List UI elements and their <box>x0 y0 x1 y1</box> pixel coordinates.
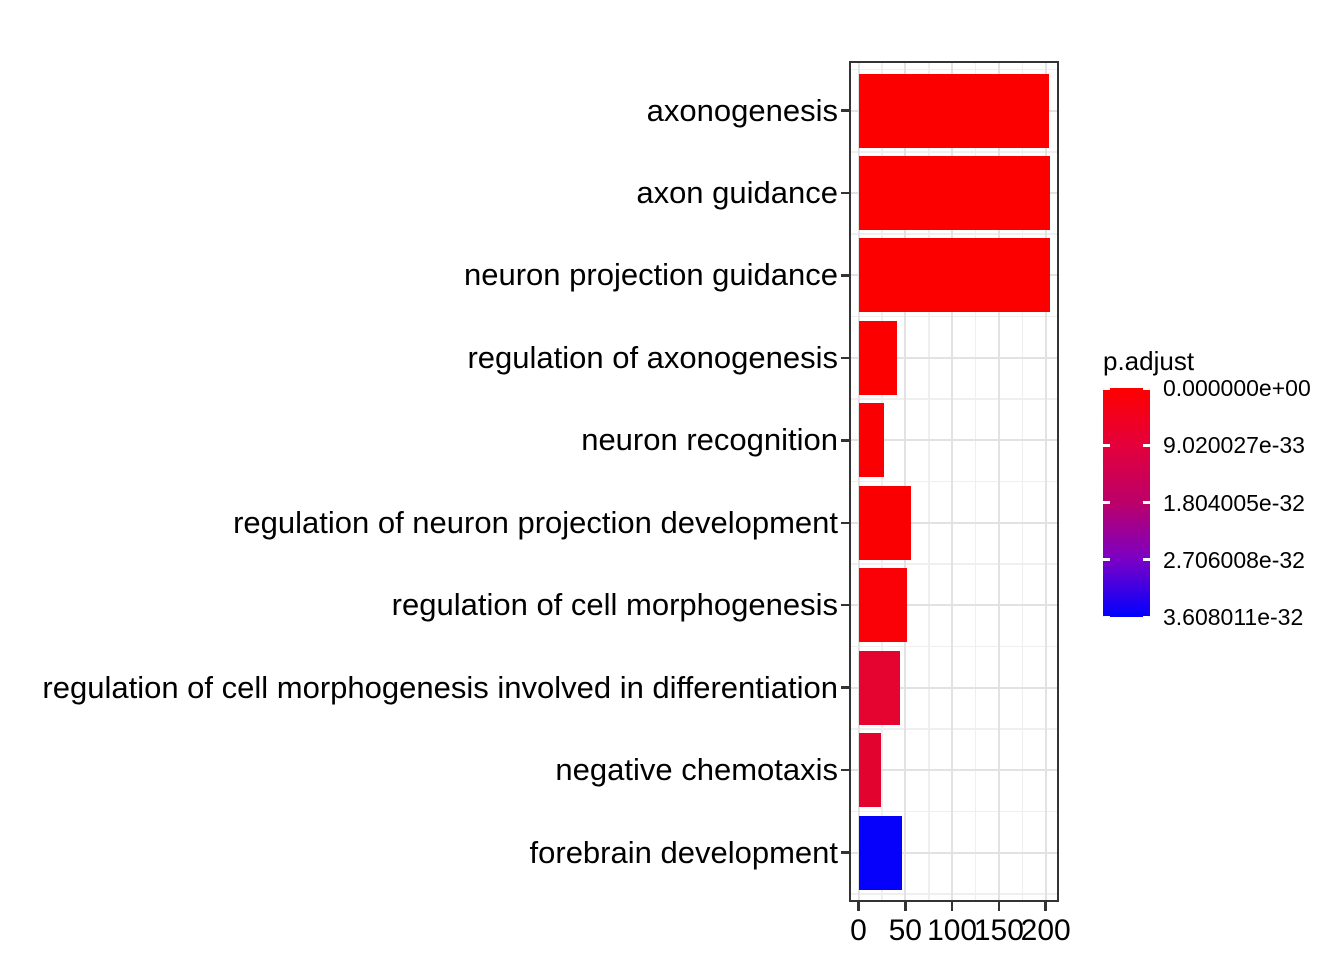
y-axis-label: regulation of cell morphogenesis involve… <box>42 669 838 705</box>
x-axis-label: 150 <box>973 914 1024 947</box>
gridline-major-h <box>849 439 1059 442</box>
legend-tick-right <box>1143 501 1150 504</box>
gridline-minor-h <box>849 398 1059 400</box>
gridline-major-v <box>997 61 1000 902</box>
gridline-major-h <box>849 356 1059 359</box>
bar <box>858 320 897 395</box>
gridline-major-h <box>849 686 1059 689</box>
legend-tick-label: 1.804005e-32 <box>1163 489 1305 516</box>
gridline-minor-h <box>849 728 1059 730</box>
plot-panel <box>849 61 1059 902</box>
gridline-major-v <box>951 61 954 902</box>
y-axis-label: axonogenesis <box>646 92 838 128</box>
legend-tick-label: 0.000000e+00 <box>1163 375 1311 401</box>
legend-tick-label: 3.608011e-32 <box>1163 604 1304 630</box>
bar <box>858 650 900 725</box>
legend-title: p.adjust <box>1103 346 1195 376</box>
legend-tick-left <box>1103 615 1110 617</box>
bar <box>858 733 881 808</box>
y-axis-tick <box>841 439 849 442</box>
x-axis-label: 50 <box>888 914 922 947</box>
gridline-minor-h <box>849 151 1059 153</box>
y-axis-label: axon guidance <box>636 174 838 210</box>
legend-gradient-bar <box>1103 388 1150 617</box>
x-axis-tick <box>904 902 907 911</box>
x-axis-label: 200 <box>1020 914 1071 947</box>
legend-tick-left <box>1103 501 1110 504</box>
gridline-major-v <box>857 61 860 902</box>
legend-tick-right <box>1143 558 1150 562</box>
bar <box>858 238 1051 313</box>
legend-tick-left <box>1103 443 1110 447</box>
y-axis-label: forebrain development <box>529 834 838 870</box>
gridline-minor-h <box>849 233 1059 235</box>
legend-tick-right <box>1143 443 1150 447</box>
bar <box>858 73 1050 148</box>
y-axis-tick <box>841 191 849 195</box>
x-axis-label: 100 <box>927 914 978 947</box>
bar <box>858 155 1051 230</box>
y-axis-tick <box>841 109 849 112</box>
x-axis-tick <box>997 902 1001 911</box>
y-axis-label: regulation of neuron projection developm… <box>233 504 838 540</box>
gridline-minor-h <box>849 315 1059 318</box>
y-axis-tick <box>841 274 849 277</box>
x-axis-tick <box>950 902 954 911</box>
legend-tick-right <box>1143 388 1150 390</box>
y-axis-label: regulation of axonogenesis <box>467 339 838 375</box>
gridline-major-h <box>849 521 1059 524</box>
y-axis-tick <box>841 603 849 607</box>
y-axis-label: neuron recognition <box>581 422 838 458</box>
bar <box>858 815 902 890</box>
y-axis-tick <box>841 686 849 689</box>
x-axis-tick <box>857 902 860 911</box>
legend-tick-label: 9.020027e-33 <box>1163 432 1305 459</box>
gridline-minor-h <box>849 68 1059 71</box>
y-axis-tick <box>841 851 849 854</box>
gridline-major-h <box>849 604 1059 607</box>
gridline-major-v <box>904 61 907 902</box>
y-axis-tick <box>841 768 849 772</box>
legend-tick-left <box>1103 388 1110 390</box>
y-axis-label: regulation of cell morphogenesis <box>391 587 838 623</box>
gridline-minor-h <box>849 645 1059 648</box>
bar <box>858 403 884 478</box>
legend-tick-right <box>1143 615 1150 617</box>
legend-tick-label: 2.706008e-32 <box>1163 546 1305 573</box>
gridline-major-v <box>1044 61 1047 902</box>
gridline-minor-h <box>849 893 1059 895</box>
gridline-major-h <box>849 851 1059 854</box>
legend-tick-left <box>1103 558 1110 562</box>
x-axis-label: 0 <box>850 914 867 947</box>
gridline-minor-h <box>849 810 1059 813</box>
y-axis-label: negative chemotaxis <box>555 752 838 788</box>
bar <box>858 568 908 643</box>
gridline-major-h <box>849 769 1059 772</box>
bar <box>858 485 911 560</box>
y-axis-label: neuron projection guidance <box>464 257 838 293</box>
gridline-minor-h <box>849 480 1059 483</box>
gridline-minor-h <box>849 563 1059 565</box>
y-axis-tick <box>841 356 849 360</box>
y-axis-tick <box>841 521 849 524</box>
x-axis-tick <box>1044 902 1047 911</box>
